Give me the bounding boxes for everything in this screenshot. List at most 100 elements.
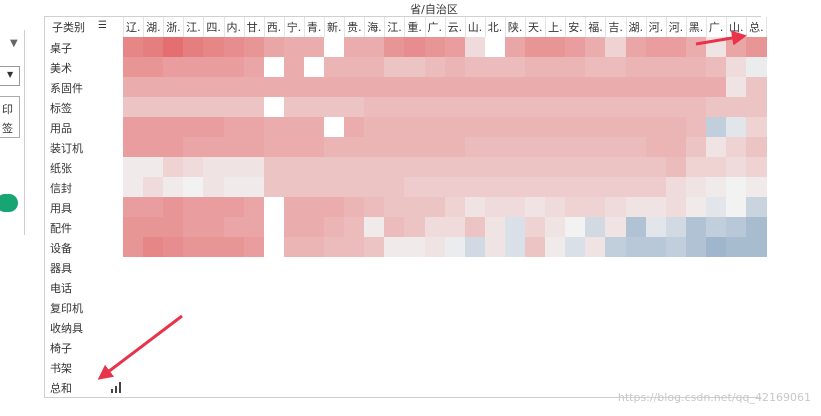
heatmap-cell	[464, 97, 486, 118]
row-label[interactable]: 器具	[50, 262, 72, 275]
heatmap-cell	[384, 297, 405, 318]
heatmap-cell	[525, 317, 546, 338]
heatmap-cell	[223, 197, 245, 218]
row-label[interactable]: 用品	[50, 122, 72, 135]
row-label[interactable]: 电话	[50, 282, 72, 295]
heatmap-cell	[324, 177, 345, 198]
row-label[interactable]: 收纳具	[50, 322, 83, 335]
heatmap-cell	[605, 317, 626, 338]
row-label[interactable]: 纸张	[50, 162, 72, 175]
column-label[interactable]: 北.	[487, 21, 503, 34]
column-label[interactable]: 河.	[648, 21, 664, 34]
row-label[interactable]: 装订机	[50, 142, 83, 155]
heatmap-cell	[143, 297, 164, 318]
heatmap-cell	[545, 177, 566, 198]
column-label[interactable]: 甘.	[246, 21, 262, 34]
heatmap-cell	[123, 297, 144, 318]
bar-chart-icon[interactable]	[110, 381, 122, 393]
column-label[interactable]: 四.	[206, 21, 221, 34]
column-label[interactable]: 内.	[226, 21, 242, 34]
column-label[interactable]: 江.	[387, 21, 402, 34]
heatmap-cell	[203, 77, 224, 98]
heatmap-cell	[404, 277, 425, 298]
row-label[interactable]: 书架	[50, 362, 72, 375]
heatmap-cell	[163, 37, 184, 58]
column-label[interactable]: 陕.	[507, 21, 523, 34]
heatmap-cell	[746, 97, 767, 118]
column-label[interactable]: 浙.	[166, 21, 181, 34]
heatmap-cell	[565, 297, 586, 318]
chevron-down-icon[interactable]: ▼	[10, 38, 18, 49]
column-separator	[585, 17, 587, 37]
heatmap-cell	[625, 277, 647, 298]
row-label[interactable]: 椅子	[50, 342, 72, 355]
row-label[interactable]: 标签	[50, 102, 72, 115]
column-label[interactable]: 总.	[749, 21, 764, 34]
row-label[interactable]: 复印机	[50, 302, 83, 315]
row-label[interactable]: 桌子	[50, 42, 72, 55]
column-label[interactable]: 天.	[528, 21, 543, 34]
row-label[interactable]: 系固件	[50, 82, 83, 95]
heatmap-cell	[525, 297, 546, 318]
column-label[interactable]: 山.	[729, 21, 744, 34]
panel-divider	[24, 30, 25, 235]
heatmap-cell	[143, 237, 164, 258]
heatmap-cell	[424, 317, 446, 338]
heatmap-cell	[263, 257, 285, 278]
row-label[interactable]: 美术	[50, 62, 72, 75]
heatmap-cell	[303, 137, 325, 158]
column-label[interactable]: 青.	[306, 21, 322, 34]
heatmap-cell	[484, 157, 506, 178]
toggle-switch[interactable]	[0, 194, 18, 212]
heatmap-cell	[545, 197, 566, 218]
column-separator	[203, 17, 205, 37]
column-label[interactable]: 河.	[668, 21, 684, 34]
heatmap-cell	[726, 317, 747, 338]
row-label[interactable]: 用具	[50, 202, 72, 215]
column-label[interactable]: 西.	[266, 21, 282, 34]
column-label[interactable]: 云.	[447, 21, 463, 34]
column-label[interactable]: 湖.	[146, 21, 161, 34]
heatmap-cell	[444, 197, 466, 218]
heatmap-cell	[685, 357, 707, 378]
column-label[interactable]: 宁.	[286, 21, 302, 34]
column-label[interactable]: 重.	[407, 21, 422, 34]
heatmap-cell	[625, 77, 647, 98]
heatmap-cell	[746, 197, 767, 218]
column-label[interactable]: 辽.	[126, 21, 141, 34]
heatmap-cell	[444, 257, 466, 278]
row-label[interactable]: 配件	[50, 222, 72, 235]
column-label[interactable]: 广.	[427, 21, 443, 34]
column-label[interactable]: 江.	[186, 21, 201, 34]
heatmap-cell	[203, 297, 224, 318]
column-label[interactable]: 广.	[708, 21, 724, 34]
column-separator	[384, 17, 386, 37]
column-label[interactable]: 吉.	[608, 21, 623, 34]
column-separator	[545, 17, 547, 37]
row-label[interactable]: 信封	[50, 182, 72, 195]
sort-icon[interactable]: ☰	[98, 20, 107, 31]
heatmap-cell	[123, 277, 144, 298]
heatmap-cell	[705, 137, 727, 158]
row-label[interactable]: 设备	[50, 242, 72, 255]
column-label[interactable]: 湖.	[628, 21, 644, 34]
column-label[interactable]: 安.	[568, 21, 583, 34]
column-label[interactable]: 福.	[588, 21, 603, 34]
dropdown-arrow-icon[interactable]: ▼	[7, 70, 14, 79]
column-label[interactable]: 上.	[548, 21, 563, 34]
heatmap-cell	[484, 277, 506, 298]
column-label[interactable]: 山.	[467, 21, 483, 34]
column-label[interactable]: 贵.	[347, 21, 362, 34]
heatmap-cell	[243, 197, 265, 218]
column-label[interactable]: 黑.	[688, 21, 704, 34]
heatmap-cell	[685, 37, 707, 58]
column-label[interactable]: 海.	[367, 21, 382, 34]
option-box[interactable]	[0, 96, 20, 138]
column-label[interactable]: 新.	[327, 21, 342, 34]
heatmap-cell	[484, 117, 506, 138]
column-separator	[183, 17, 185, 37]
heatmap-cell	[464, 257, 486, 278]
column-separator	[484, 17, 486, 37]
dropdown-select[interactable]	[0, 66, 20, 86]
heatmap-cell	[203, 197, 224, 218]
